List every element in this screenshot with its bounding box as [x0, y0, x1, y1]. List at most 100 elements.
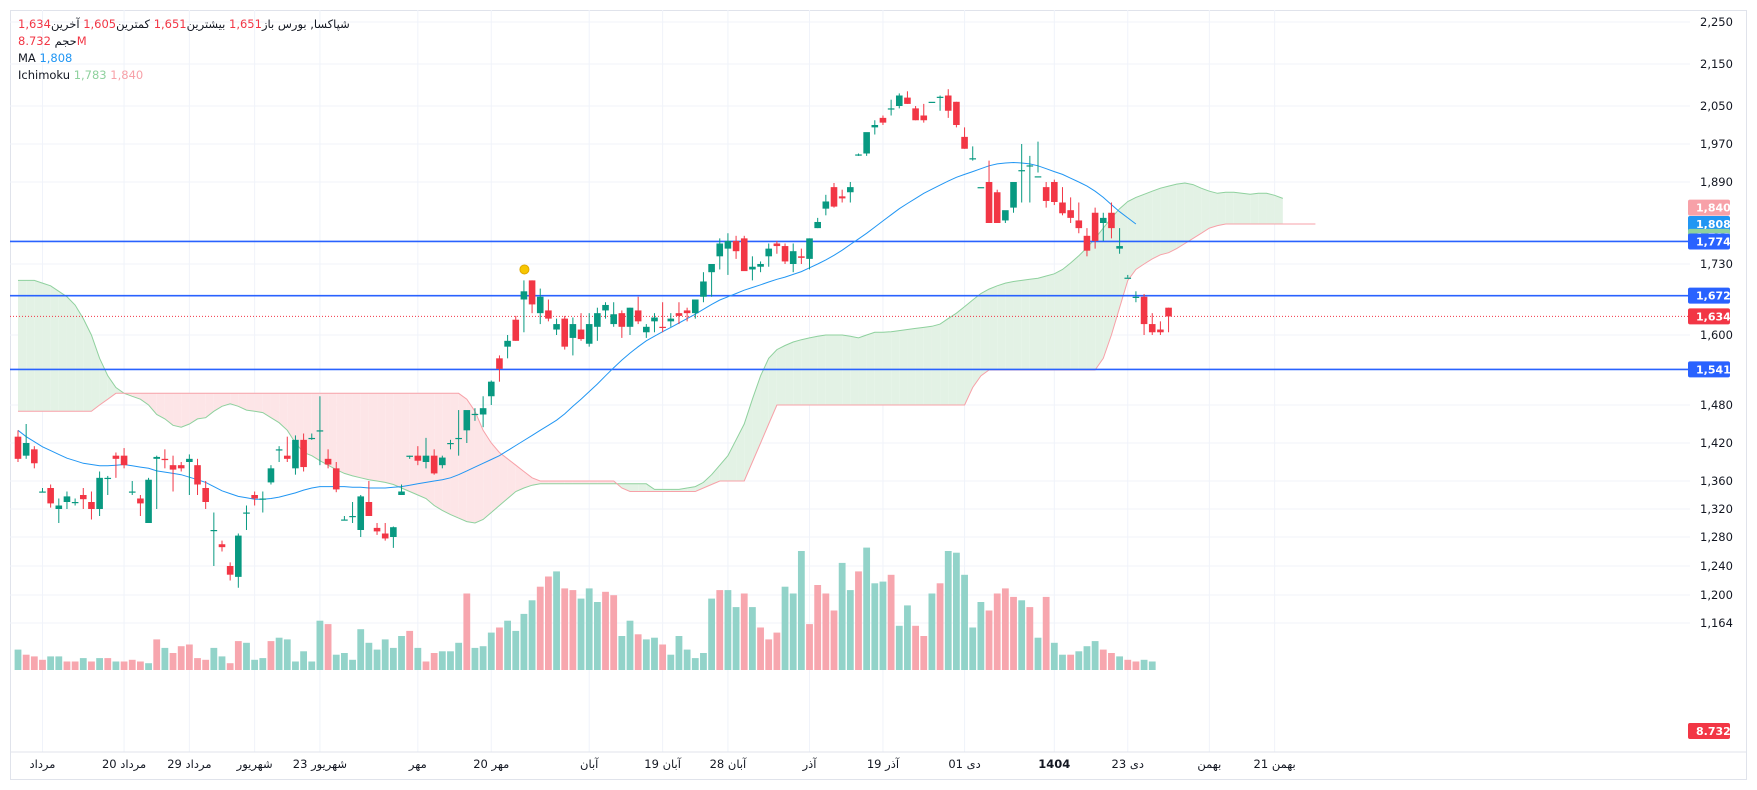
candle-body — [904, 97, 911, 104]
candle-body — [439, 457, 446, 466]
volume-bar — [912, 625, 919, 670]
volume-bar — [324, 624, 332, 670]
volume-bar — [553, 571, 560, 670]
candle — [838, 189, 846, 203]
legend-close-value: 1,634 — [18, 17, 51, 31]
candle-body — [292, 439, 299, 469]
legend-ichimoku-row[interactable]: Ichimoku 1,783 1,840 — [18, 67, 350, 84]
price-tag-bg — [1688, 308, 1730, 325]
candle — [251, 491, 258, 506]
cloud-segment — [989, 285, 998, 370]
volume-bar — [39, 659, 46, 670]
cloud-segment — [1201, 188, 1210, 234]
candle — [373, 523, 381, 535]
cloud-segment — [287, 393, 296, 443]
volume-bar — [177, 646, 185, 670]
volume-bar — [308, 661, 316, 670]
cloud-segment — [1038, 276, 1047, 370]
x-tick-label: آذر — [802, 757, 818, 772]
cloud-segment — [940, 318, 949, 405]
candle-body — [22, 443, 30, 456]
candle-body — [643, 326, 650, 333]
candle — [561, 315, 569, 350]
cloud-segment — [997, 283, 1006, 370]
legend-symbol[interactable]: شپاکسا, بورس — [277, 17, 350, 31]
candle — [161, 449, 169, 469]
legend-volume-row[interactable]: حجم 8.732M — [18, 33, 350, 50]
cloud-segment — [34, 280, 43, 412]
cloud-segment — [581, 481, 590, 484]
candle — [1002, 210, 1009, 223]
volume-bar — [708, 598, 715, 670]
cloud-segment — [450, 393, 459, 519]
volume-bar — [438, 651, 446, 670]
volume-bar — [161, 647, 169, 670]
x-tick-label: مهر — [408, 757, 427, 772]
cloud-segment — [385, 393, 394, 485]
legend-close-label: آخرین — [50, 17, 80, 31]
x-tick-label: 1404 — [1038, 757, 1070, 771]
candle-body — [365, 502, 373, 516]
x-tick-label: 23 دی — [1112, 757, 1144, 771]
volume-bar — [871, 583, 879, 670]
y-tick-label: 1,600 — [1700, 328, 1733, 342]
volume-bar — [1099, 649, 1107, 670]
cloud-segment — [474, 411, 484, 523]
price-tag: 1,840 — [1688, 199, 1731, 216]
candle-body — [316, 430, 324, 432]
volume-bar — [944, 551, 952, 670]
candle — [414, 446, 422, 466]
legend-ma-row[interactable]: MA 1,808 — [18, 50, 350, 67]
candle-body — [390, 527, 397, 537]
cloud-segment — [417, 393, 426, 499]
candle-body — [1042, 187, 1050, 201]
candle-body — [455, 437, 462, 440]
cloud-segment — [409, 393, 418, 495]
candle — [71, 498, 79, 506]
candle — [855, 153, 862, 156]
candle-body — [1075, 220, 1083, 229]
candle-body — [700, 281, 707, 297]
cloud-segment — [1160, 186, 1169, 255]
x-tick-label: 28 آبان — [710, 757, 747, 771]
candle-body — [267, 468, 275, 483]
volume-bar — [740, 593, 748, 670]
cloud-segment — [915, 327, 924, 405]
cloud-segment — [164, 393, 174, 426]
cloud-segment — [1029, 278, 1038, 370]
volume-bar — [1148, 661, 1156, 670]
candle — [1034, 141, 1042, 178]
candle-body — [55, 505, 63, 509]
cloud-segment — [499, 452, 508, 506]
candle-body — [683, 310, 691, 314]
volume-bar — [683, 649, 691, 670]
volume-bar — [55, 656, 63, 670]
candle — [145, 477, 152, 523]
cloud-segment — [42, 283, 51, 412]
candle-body — [332, 468, 340, 490]
volume-bar — [1026, 607, 1034, 670]
candle-body — [798, 256, 805, 258]
candle-body — [259, 498, 267, 500]
volume-bar — [422, 661, 430, 670]
candle-body — [471, 413, 479, 416]
cloud-segment — [523, 471, 533, 488]
volume-bar — [185, 644, 193, 670]
candle — [634, 296, 642, 325]
candle-body — [569, 324, 577, 338]
candle-body — [961, 136, 968, 149]
price-tag-label: 1,774 — [1696, 235, 1731, 248]
cloud-segment — [760, 358, 769, 443]
candle-body — [218, 544, 226, 548]
candle-body — [194, 465, 201, 485]
volume-bar — [781, 586, 789, 670]
candle-body — [928, 101, 936, 103]
cloud-segment — [768, 349, 777, 424]
candle — [1124, 274, 1132, 279]
volume-bar — [691, 658, 699, 670]
candle-body — [895, 95, 903, 106]
cloud-segment — [1225, 192, 1234, 225]
cloud-segment — [809, 336, 818, 405]
chart-frame[interactable] — [10, 10, 1747, 780]
